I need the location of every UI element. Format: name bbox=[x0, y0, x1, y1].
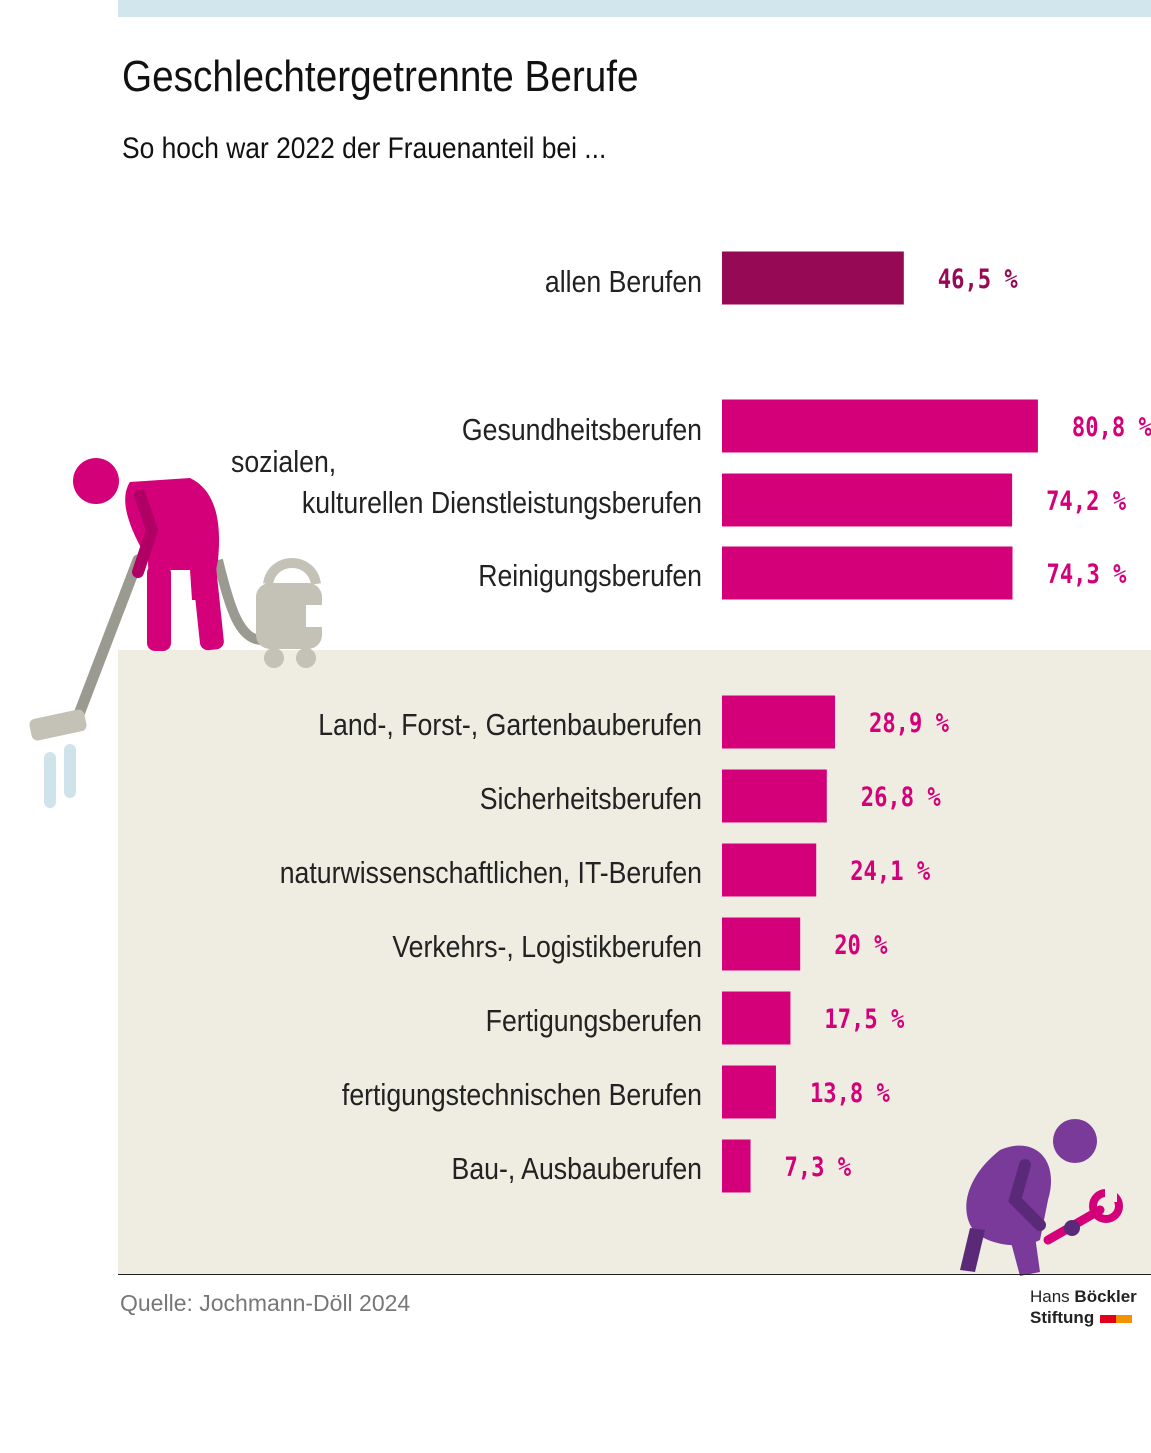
category-label-allen-berufen: allen Berufen bbox=[545, 265, 702, 299]
category-label-bau-ausbauberufen: Bau-, Ausbauberufen bbox=[452, 1152, 702, 1186]
cleaner-person-icon bbox=[73, 458, 224, 651]
logo-stiftung: Stiftung bbox=[1030, 1308, 1095, 1327]
bar-fertigungstechnischen-berufen bbox=[722, 1065, 776, 1119]
bar-kulturellen-dienstleistungsberufen bbox=[722, 473, 1013, 527]
value-label-fertigungsberufen: 17,5 % bbox=[824, 1003, 904, 1035]
bar-allen-berufen bbox=[722, 251, 904, 305]
category-label-naturwissenschaftlichen-it-berufen: naturwissenschaftlichen, IT-Berufen bbox=[280, 856, 702, 890]
male-dominated-panel bbox=[118, 650, 1151, 1274]
category-label-gesundheitsberufen: Gesundheitsberufen bbox=[462, 413, 702, 447]
logo-boeckler: Böckler bbox=[1074, 1287, 1137, 1306]
logo-orange-mark bbox=[1116, 1314, 1133, 1323]
category-label-land-forst-gartenbauberufen: Land-, Forst-, Gartenbauberufen bbox=[318, 708, 702, 742]
source-note: Quelle: Jochmann-Döll 2024 bbox=[120, 1290, 411, 1316]
category-label-verkehrs-logistikberufen: Verkehrs-, Logistikberufen bbox=[392, 930, 702, 964]
chart-subtitle: So hoch war 2022 der Frauenanteil bei ..… bbox=[122, 132, 607, 165]
category-label-sicherheitsberufen: Sicherheitsberufen bbox=[480, 782, 702, 816]
value-label-kulturellen-dienstleistungsberufen: 74,2 % bbox=[1046, 485, 1126, 517]
bar-verkehrs-logistikberufen bbox=[722, 917, 801, 971]
bar-gesundheitsberufen bbox=[722, 399, 1038, 453]
value-label-sicherheitsberufen: 26,8 % bbox=[861, 781, 941, 813]
wrench-icon bbox=[1043, 1188, 1123, 1245]
bar-naturwissenschaftlichen-it-berufen bbox=[722, 843, 817, 897]
bar-land-forst-gartenbauberufen bbox=[722, 695, 835, 749]
category-label-kulturellen-dienstleistungsberufen: kulturellen Dienstleistungsberufen bbox=[302, 486, 702, 520]
value-label-fertigungstechnischen-berufen: 13,8 % bbox=[810, 1077, 890, 1109]
baseline bbox=[118, 1274, 1151, 1275]
bar-reinigungsberufen bbox=[722, 546, 1013, 600]
logo-hans: Hans bbox=[1030, 1287, 1070, 1306]
category-label-sozialen: sozialen, bbox=[231, 445, 336, 479]
value-label-reinigungsberufen: 74,3 % bbox=[1047, 558, 1127, 590]
category-label-fertigungstechnischen-berufen: fertigungstechnischen Berufen bbox=[342, 1078, 702, 1112]
category-label-fertigungsberufen: Fertigungsberufen bbox=[486, 1004, 702, 1038]
value-label-gesundheitsberufen: 80,8 % bbox=[1072, 411, 1151, 443]
chart-title: Geschlechtergetrennte Berufe bbox=[122, 52, 639, 101]
hans-boeckler-logo: Hans Böckler Stiftung bbox=[1030, 1286, 1137, 1328]
value-label-land-forst-gartenbauberufen: 28,9 % bbox=[869, 707, 949, 739]
value-label-allen-berufen: 46,5 % bbox=[938, 263, 1018, 295]
logo-red-mark bbox=[1100, 1314, 1117, 1323]
mechanic-person-icon bbox=[960, 1119, 1097, 1276]
bar-bau-ausbauberufen bbox=[722, 1139, 751, 1193]
bar-sicherheitsberufen bbox=[722, 769, 827, 823]
value-label-verkehrs-logistikberufen: 20 % bbox=[834, 929, 887, 961]
vacuum-icon bbox=[256, 558, 324, 668]
value-label-naturwissenschaftlichen-it-berufen: 24,1 % bbox=[850, 855, 930, 887]
category-label-reinigungsberufen: Reinigungsberufen bbox=[478, 559, 702, 593]
top-band bbox=[118, 0, 1151, 17]
bar-fertigungsberufen bbox=[722, 991, 791, 1045]
value-label-bau-ausbauberufen: 7,3 % bbox=[785, 1151, 852, 1183]
